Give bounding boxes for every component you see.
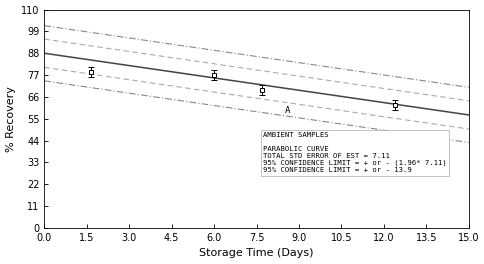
Text: A: A: [285, 106, 290, 115]
Y-axis label: % Recovery: % Recovery: [5, 86, 15, 152]
Text: AMBIENT SAMPLES

PARABOLIC CURVE
TOTAL STD ERROR OF EST = 7.11
95% CONFIDENCE LI: AMBIENT SAMPLES PARABOLIC CURVE TOTAL ST…: [262, 132, 446, 173]
X-axis label: Storage Time (Days): Storage Time (Days): [199, 248, 313, 258]
